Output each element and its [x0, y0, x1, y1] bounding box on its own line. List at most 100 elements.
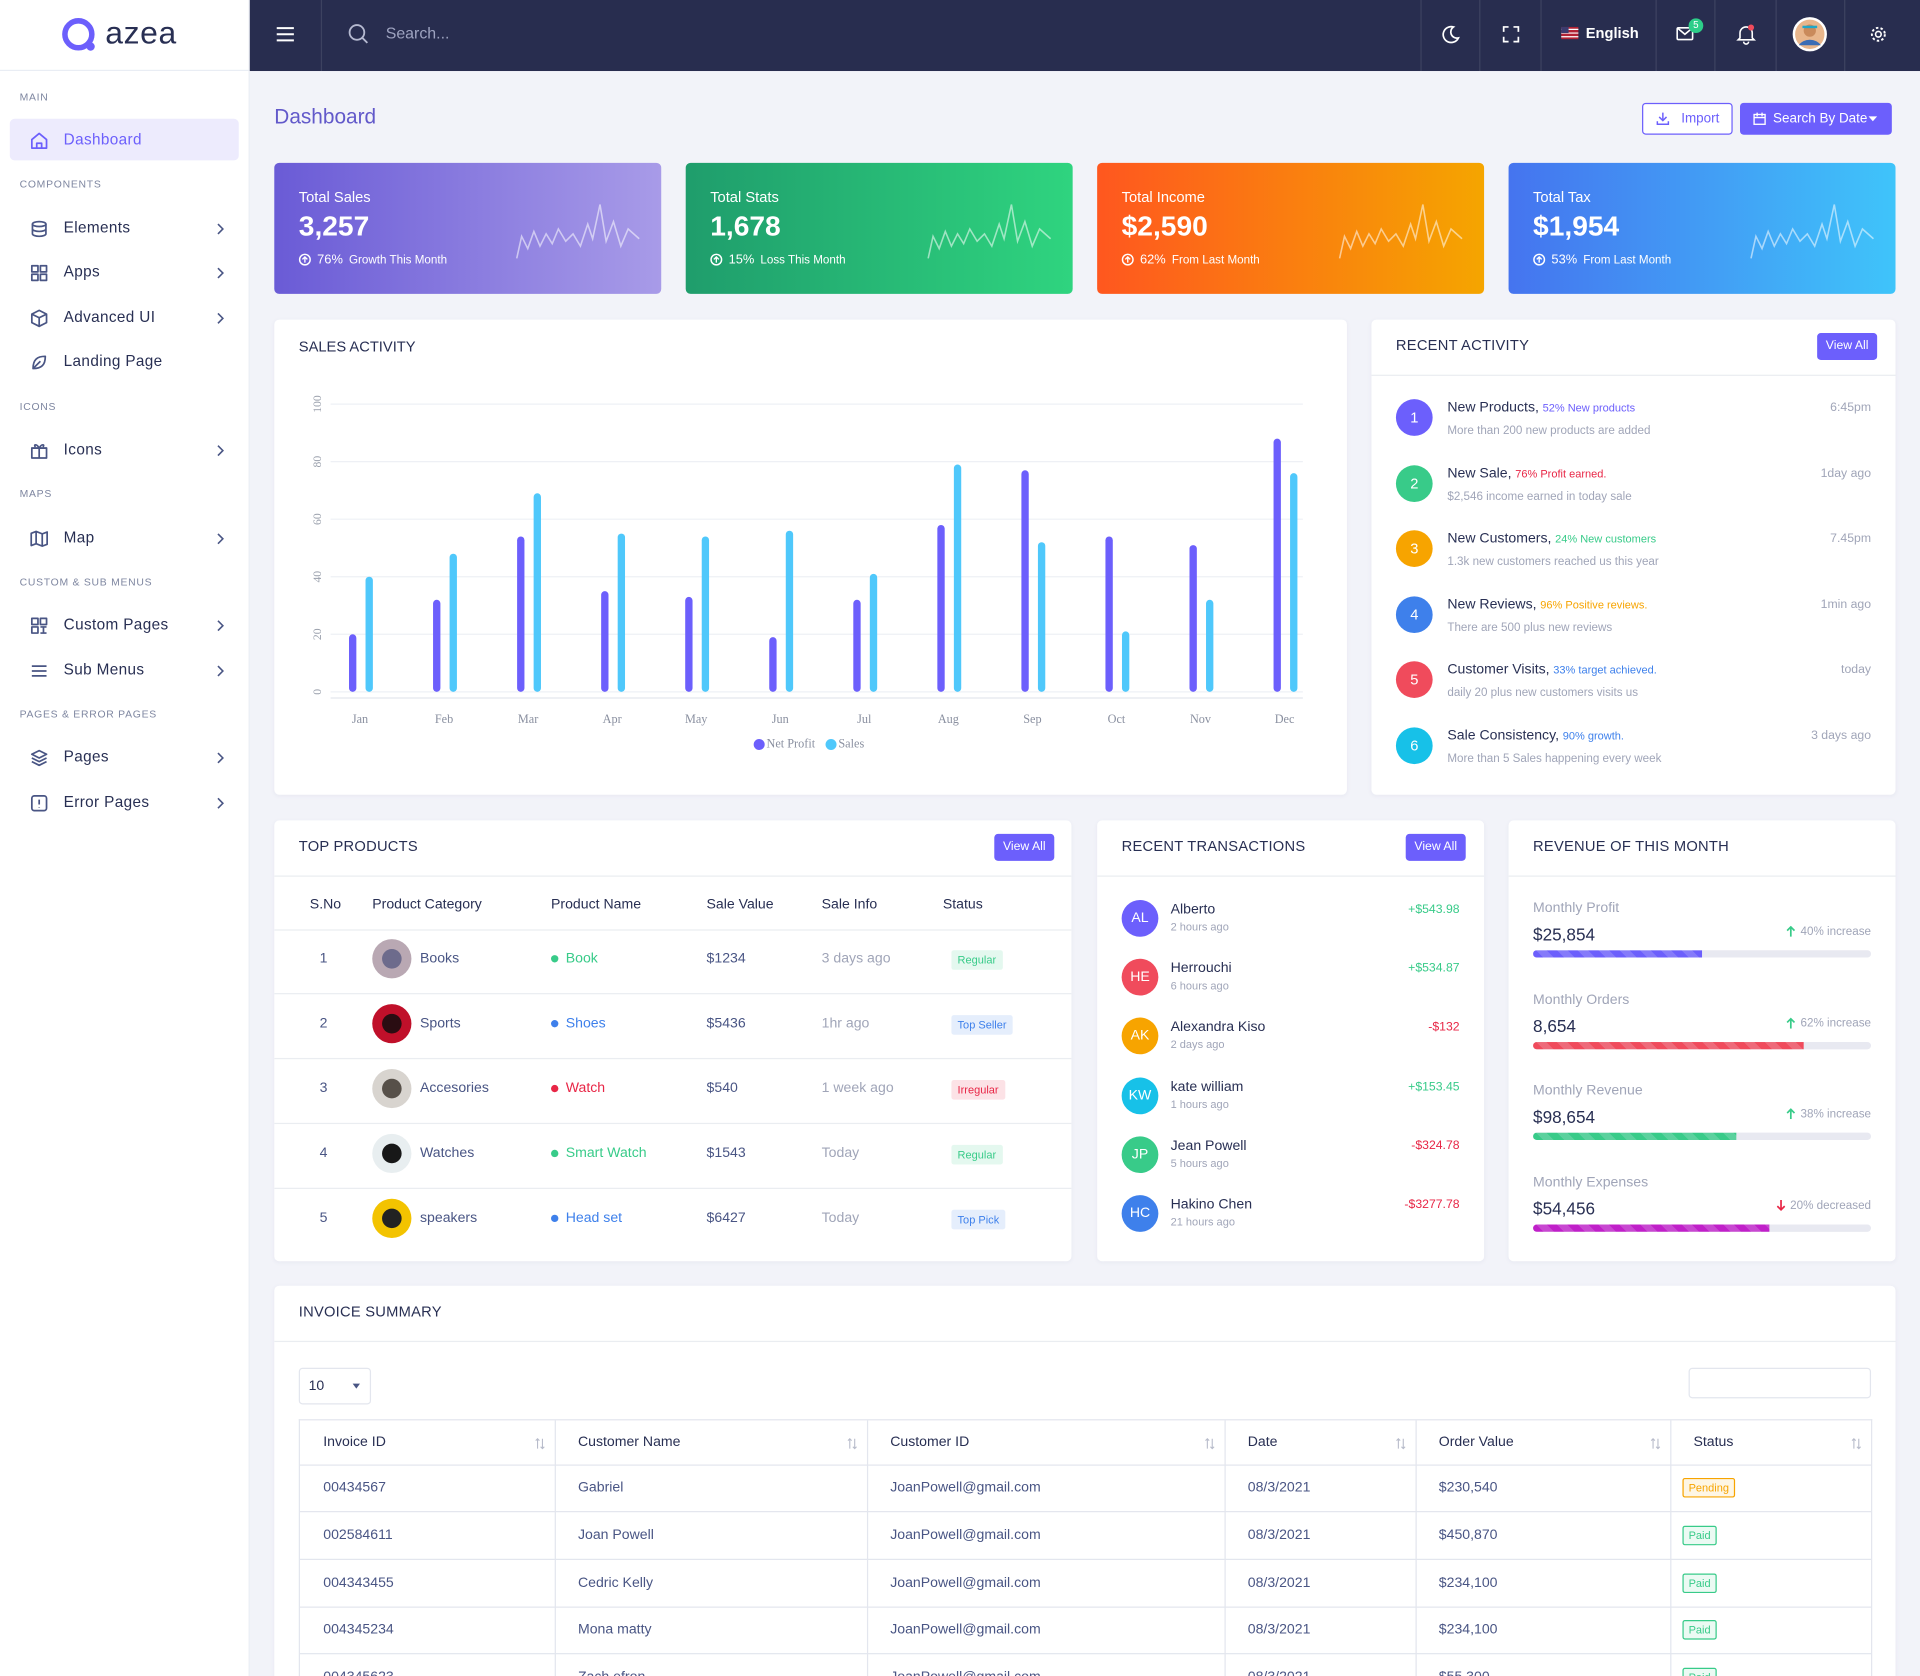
bar	[365, 576, 373, 692]
user-avatar	[1792, 17, 1827, 52]
sparkline	[515, 204, 640, 259]
transaction-time: 1 hours ago	[1170, 1097, 1229, 1111]
legend-marker	[753, 738, 765, 750]
sort-icon	[1205, 1437, 1215, 1450]
activity-badge: 1	[1395, 399, 1433, 436]
row-divider	[300, 1558, 1872, 1560]
progress-bar	[1533, 950, 1703, 958]
revenue-value: $25,854	[1533, 924, 1596, 945]
bar	[1206, 599, 1214, 692]
search-input[interactable]: Search...	[385, 23, 450, 43]
sidebar-icon	[30, 443, 48, 459]
x-tick-label: Mar	[518, 712, 538, 726]
activity-time: 1min ago	[1820, 597, 1872, 612]
sidebar-item[interactable]: Icons	[10, 429, 239, 471]
column-header: Date	[1247, 1435, 1278, 1450]
search-by-date-button[interactable]: Search By Date	[1740, 102, 1892, 135]
activity-description: daily 20 plus new customers visits us	[1447, 686, 1639, 701]
sidebar-section-title: PAGES & ERROR PAGES	[19, 707, 157, 720]
progress-bar	[1533, 1132, 1736, 1141]
transaction-time: 5 hours ago	[1170, 1156, 1229, 1170]
page-size-select[interactable]: 10	[298, 1367, 372, 1405]
progress-track	[1533, 1224, 1872, 1232]
revenue-arrow	[1786, 925, 1796, 937]
view-all-button[interactable]: View All	[1405, 833, 1466, 861]
activity-title: Sale Consistency,	[1447, 728, 1560, 744]
table-cell: JoanPowell@gmail.com	[890, 1622, 1041, 1638]
product-image	[372, 1133, 412, 1174]
table-cell: 002584611	[323, 1527, 393, 1543]
view-all-button[interactable]: View All	[994, 833, 1055, 861]
column-header: Invoice ID	[323, 1435, 386, 1450]
column-divider	[554, 1420, 556, 1676]
language-selector[interactable]: English	[1585, 24, 1639, 42]
import-button[interactable]: Import	[1642, 102, 1733, 135]
header-divider	[1479, 0, 1481, 72]
bar	[349, 634, 357, 692]
table-cell: 08/3/2021	[1247, 1527, 1311, 1543]
x-tick-label: Oct	[1108, 712, 1126, 726]
transaction-avatar: JP	[1121, 1136, 1159, 1173]
activity-badge: 5	[1395, 661, 1433, 699]
x-tick-label: Jan	[352, 712, 368, 726]
brand-name[interactable]: azea	[105, 14, 177, 51]
sort-icon	[535, 1437, 545, 1450]
revenue-label: Monthly Profit	[1533, 901, 1620, 916]
sidebar-chevron	[217, 620, 224, 632]
sidebar-item[interactable]: Elements	[10, 206, 239, 248]
transaction-name: Alexandra Kiso	[1170, 1020, 1266, 1036]
legend-marker	[825, 738, 837, 750]
stat-value: 1,678	[710, 210, 781, 242]
stat-title: Total Sales	[298, 188, 371, 206]
transaction-name: Alberto	[1170, 902, 1216, 918]
stat-change: 62% From Last Month	[1140, 252, 1260, 267]
sidebar-item[interactable]: Sub Menus	[10, 649, 239, 691]
activity-badge: 3	[1395, 530, 1433, 568]
header-divider	[1540, 0, 1542, 72]
table-cell: Gabriel	[577, 1480, 624, 1496]
activity-highlight: 24% New customers	[1555, 532, 1657, 546]
transaction-amount: +$153.45	[1408, 1080, 1460, 1094]
table-cell: 004345623	[323, 1670, 393, 1676]
sidebar-item[interactable]: Dashboard	[9, 118, 239, 161]
sidebar-chevron	[217, 312, 224, 324]
sidebar-label: Sub Menus	[63, 660, 145, 679]
table-cell: $55,300	[1439, 1670, 1490, 1676]
bar	[517, 536, 525, 692]
activity-description: More than 200 new products are added	[1447, 424, 1651, 438]
transaction-name: Hakino Chen	[1170, 1197, 1253, 1213]
revenue-change: 38% increase	[1800, 1107, 1872, 1122]
card-divider	[274, 875, 1072, 877]
status-badge: Regular	[951, 1144, 1003, 1165]
bar	[685, 596, 693, 692]
status-badge: Irregular	[951, 1080, 1005, 1100]
page-size-value: 10	[308, 1378, 325, 1394]
column-header: Sale Info	[821, 897, 878, 913]
bar	[953, 464, 962, 692]
sidebar-item[interactable]: Advanced UI	[10, 296, 239, 338]
sale-info: 1hr ago	[821, 1016, 870, 1032]
sidebar-item[interactable]: Custom Pages	[10, 604, 239, 646]
menu-toggle[interactable]	[276, 27, 294, 42]
transaction-time: 2 hours ago	[1170, 920, 1229, 934]
sidebar-label: Apps	[63, 263, 101, 281]
stat-change-icon	[710, 253, 723, 266]
column-header: Customer Name	[577, 1435, 681, 1450]
transaction-amount: +$534.87	[1408, 962, 1460, 976]
sidebar-item[interactable]: Pages	[10, 736, 239, 778]
activity-title: New Sale,	[1447, 466, 1512, 481]
table-search-input[interactable]	[1688, 1367, 1872, 1399]
sidebar-item[interactable]: Landing Page	[10, 341, 239, 383]
sidebar-item[interactable]: Map	[10, 516, 239, 558]
x-tick-label: Aug	[938, 712, 959, 726]
row-divider	[274, 1122, 1072, 1125]
sidebar-icon	[30, 617, 48, 635]
sidebar-item[interactable]: Error Pages	[10, 781, 239, 823]
view-all-button[interactable]: View All	[1817, 333, 1878, 360]
row-number: 1	[319, 951, 328, 967]
row-divider	[300, 1511, 1872, 1513]
stat-change: 53% From Last Month	[1551, 252, 1671, 267]
sidebar-item[interactable]: Apps	[10, 251, 239, 293]
caret	[1868, 116, 1878, 122]
sidebar-section-title: MAIN	[19, 90, 49, 103]
